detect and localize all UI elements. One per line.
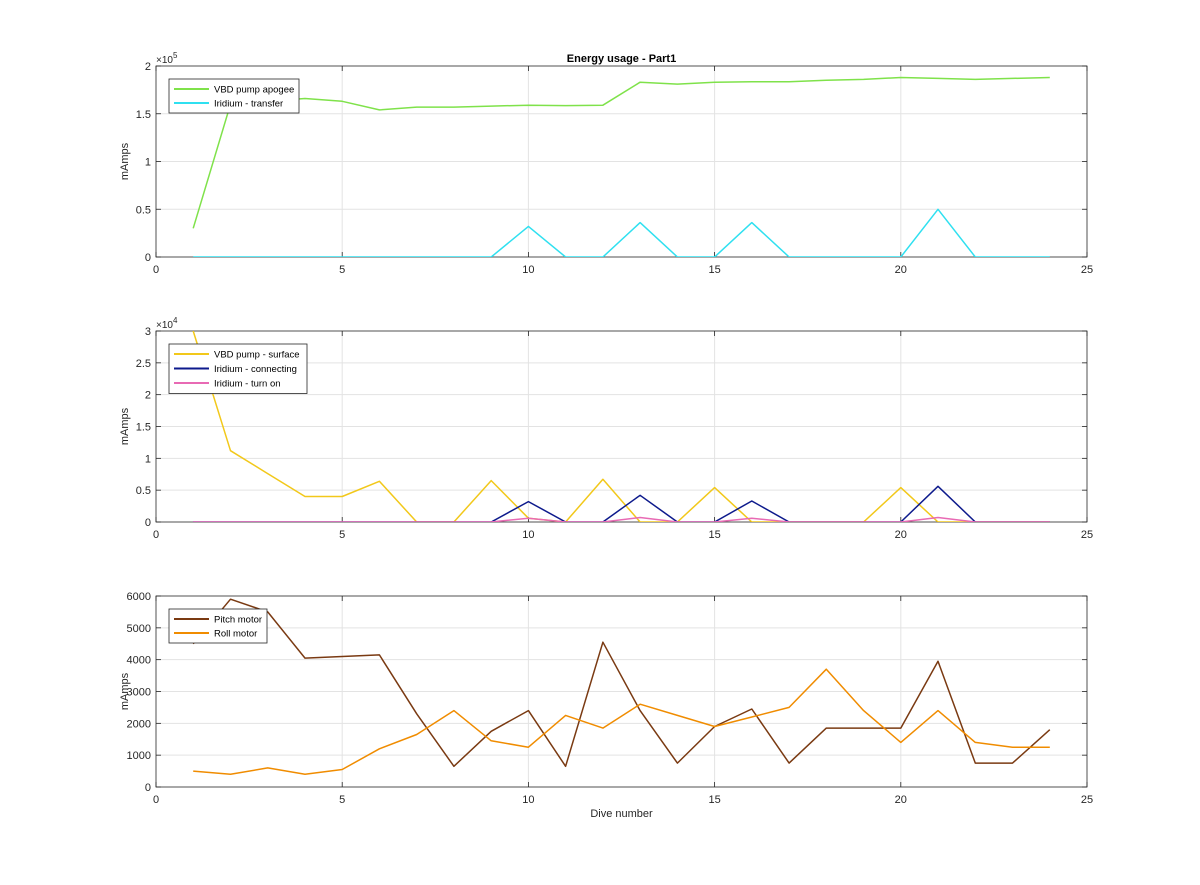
legend-entry: Roll motor	[214, 629, 257, 640]
y-tick-label: 0	[145, 517, 151, 529]
y-tick-label: 2	[145, 61, 151, 73]
y-tick-label: 1	[145, 453, 151, 465]
legend-entry: Iridium - transfer	[214, 99, 283, 110]
series-line-iridium-connecting	[193, 485, 1050, 522]
chart-panel-3: 0 5 10 15 20 25 0 1000 2000 3000 4000 5000 6000 mAmps…	[119, 591, 1093, 820]
series-line-iridium-transfer	[193, 208, 1050, 257]
y-tick-label: 0	[145, 782, 151, 794]
legend-entry: Iridium - connecting	[214, 364, 297, 375]
y-axis-label: mAmps	[119, 672, 131, 710]
x-tick-label: 20	[895, 264, 907, 276]
y-tick-label: 1.5	[136, 422, 151, 434]
y-tick-label: 6000	[127, 591, 151, 603]
y-axis-label: mAmps	[119, 407, 131, 445]
y-axis-label: mAmps	[119, 142, 131, 180]
y-tick-label: 0.5	[136, 204, 151, 216]
x-axis-label: Dive number	[590, 808, 653, 820]
chart-panel-2: 0 5 10 15 20 25 0 0.5 1 1.5 2 2.5 3 ×104 mAmps VBD pump…	[119, 316, 1093, 541]
y-exponent-power: 5	[173, 51, 178, 60]
chart-title: Energy usage - Part1	[567, 53, 676, 65]
series-line-vbd-pump-apogee	[192, 76, 1050, 229]
series-line-pitch-motor	[192, 598, 1051, 768]
y-exponent-label: ×104	[156, 316, 178, 331]
y-tick-label: 3	[145, 326, 151, 338]
x-tick-label: 10	[522, 264, 534, 276]
y-tick-label: 5000	[127, 623, 151, 635]
series-line-vbd-pump-surface	[192, 331, 1050, 522]
x-tick-label: 0	[153, 794, 159, 806]
legend-box	[168, 78, 300, 114]
series-line-iridium-turn-on	[193, 516, 1050, 522]
legend-entry: VBD pump apogee	[214, 85, 294, 96]
y-tick-label: 2	[145, 390, 151, 402]
x-tick-label: 10	[522, 794, 534, 806]
legend-box	[168, 608, 268, 644]
legend-entry: VBD pump - surface	[214, 350, 300, 361]
x-tick-label: 25	[1081, 794, 1093, 806]
x-tick-label: 25	[1081, 529, 1093, 541]
y-tick-label: 4000	[127, 655, 151, 667]
y-tick-label: 1	[145, 157, 151, 169]
y-tick-label: 0	[145, 252, 151, 264]
y-tick-label: 0.5	[136, 485, 151, 497]
x-tick-label: 20	[895, 529, 907, 541]
x-tick-label: 15	[708, 264, 720, 276]
x-tick-label: 20	[895, 794, 907, 806]
y-tick-label: 2000	[127, 718, 151, 730]
x-tick-label: 0	[153, 529, 159, 541]
x-tick-label: 15	[708, 529, 720, 541]
y-tick-label: 1000	[127, 750, 151, 762]
x-tick-label: 0	[153, 264, 159, 276]
x-tick-label: 25	[1081, 264, 1093, 276]
x-tick-label: 5	[339, 529, 345, 541]
x-tick-label: 5	[339, 264, 345, 276]
series-line-roll-motor	[193, 668, 1050, 776]
y-tick-label: 3000	[127, 687, 151, 699]
chart-panel-1: 0 5 10 15 20 25 0 0.5 1 1.5 2 ×105 Energy usage - Pa…	[119, 51, 1093, 276]
y-tick-label: 2.5	[136, 358, 151, 370]
x-tick-label: 15	[708, 794, 720, 806]
x-tick-label: 5	[339, 794, 345, 806]
legend-entry: Pitch motor	[214, 615, 262, 626]
y-tick-label: 1.5	[136, 109, 151, 121]
legend-entry: Iridium - turn on	[214, 379, 281, 390]
x-tick-label: 10	[522, 529, 534, 541]
y-exponent-label: ×105	[156, 51, 178, 66]
y-exponent-power: 4	[173, 316, 178, 325]
